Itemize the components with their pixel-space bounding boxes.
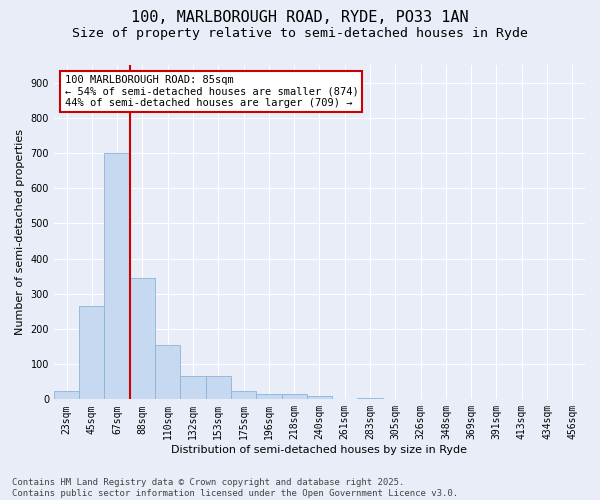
Bar <box>281 394 307 400</box>
Text: 100, MARLBOROUGH ROAD, RYDE, PO33 1AN: 100, MARLBOROUGH ROAD, RYDE, PO33 1AN <box>131 10 469 25</box>
Text: Contains HM Land Registry data © Crown copyright and database right 2025.
Contai: Contains HM Land Registry data © Crown c… <box>12 478 458 498</box>
Text: Size of property relative to semi-detached houses in Ryde: Size of property relative to semi-detach… <box>72 28 528 40</box>
Bar <box>104 153 130 400</box>
Bar <box>206 376 231 400</box>
X-axis label: Distribution of semi-detached houses by size in Ryde: Distribution of semi-detached houses by … <box>172 445 467 455</box>
Bar <box>256 394 281 400</box>
Bar <box>358 398 383 400</box>
Bar <box>130 278 155 400</box>
Bar <box>231 390 256 400</box>
Bar <box>181 376 206 400</box>
Bar <box>155 345 181 400</box>
Y-axis label: Number of semi-detached properties: Number of semi-detached properties <box>15 129 25 335</box>
Bar <box>54 390 79 400</box>
Text: 100 MARLBOROUGH ROAD: 85sqm
← 54% of semi-detached houses are smaller (874)
44% : 100 MARLBOROUGH ROAD: 85sqm ← 54% of sem… <box>65 75 358 108</box>
Bar <box>307 396 332 400</box>
Bar <box>79 306 104 400</box>
